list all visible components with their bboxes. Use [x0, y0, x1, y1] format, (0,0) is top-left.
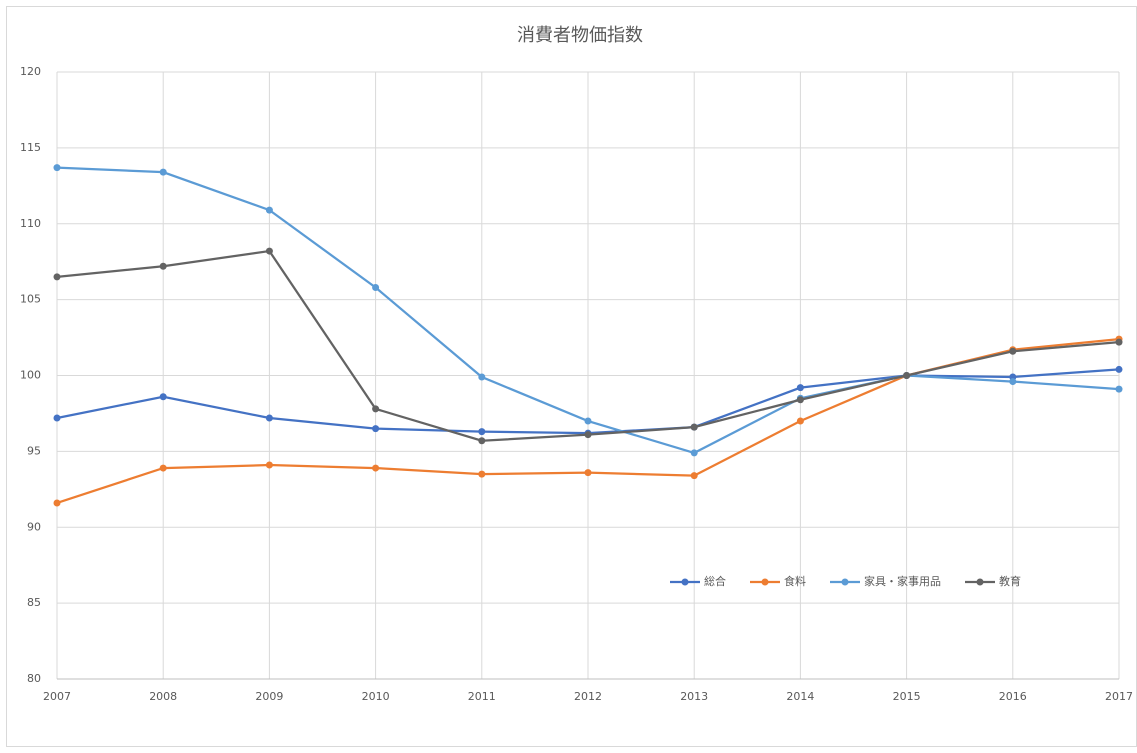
- data-point: [53, 499, 61, 507]
- data-point: [265, 461, 273, 469]
- data-point: [372, 283, 380, 291]
- legend-marker: [841, 578, 849, 586]
- data-point: [372, 405, 380, 413]
- y-tick-label: 105: [20, 293, 41, 306]
- x-tick-label: 2015: [893, 690, 921, 703]
- legend-label: 総合: [704, 574, 726, 588]
- x-tick-label: 2007: [43, 690, 71, 703]
- legend-marker: [681, 578, 689, 586]
- data-point: [265, 206, 273, 214]
- data-point: [1009, 347, 1017, 355]
- data-point: [796, 384, 804, 392]
- y-tick-label: 90: [27, 520, 41, 533]
- data-point: [53, 414, 61, 422]
- data-point: [372, 425, 380, 433]
- data-point: [53, 273, 61, 281]
- data-point: [1115, 385, 1123, 393]
- y-tick-label: 80: [27, 672, 41, 685]
- data-point: [478, 373, 486, 381]
- legend-label: 食料: [784, 574, 806, 588]
- x-tick-label: 2014: [786, 690, 814, 703]
- data-point: [690, 472, 698, 480]
- x-tick-label: 2012: [574, 690, 602, 703]
- data-point: [372, 464, 380, 472]
- x-tick-label: 2010: [362, 690, 390, 703]
- y-tick-label: 110: [20, 217, 41, 230]
- data-point: [478, 470, 486, 478]
- y-tick-label: 85: [27, 596, 41, 609]
- data-point: [159, 168, 167, 176]
- data-point: [690, 449, 698, 457]
- data-point: [1115, 338, 1123, 346]
- data-point: [478, 428, 486, 436]
- data-point: [796, 417, 804, 425]
- data-point: [584, 417, 592, 425]
- data-point: [584, 431, 592, 439]
- data-point: [690, 423, 698, 431]
- data-point: [903, 372, 911, 379]
- data-point: [796, 396, 804, 404]
- data-point: [159, 262, 167, 270]
- y-tick-label: 100: [20, 369, 41, 382]
- data-point: [265, 247, 273, 255]
- data-point: [265, 414, 273, 422]
- y-tick-label: 120: [20, 65, 41, 78]
- data-point: [584, 469, 592, 477]
- legend-marker: [976, 578, 984, 586]
- x-tick-label: 2016: [999, 690, 1027, 703]
- legend-marker: [761, 578, 769, 586]
- data-point: [159, 464, 167, 472]
- x-tick-label: 2013: [680, 690, 708, 703]
- legend-label: 教育: [999, 574, 1021, 588]
- y-tick-label: 95: [27, 444, 41, 457]
- x-tick-label: 2011: [468, 690, 496, 703]
- y-tick-label: 115: [20, 141, 41, 154]
- x-tick-label: 2009: [255, 690, 283, 703]
- data-point: [1009, 378, 1017, 386]
- data-point: [1115, 365, 1123, 373]
- data-point: [478, 437, 486, 445]
- chart-title: 消費者物価指数: [517, 25, 643, 46]
- x-tick-label: 2017: [1105, 690, 1133, 703]
- x-tick-label: 2008: [149, 690, 177, 703]
- data-point: [53, 164, 61, 172]
- data-point: [159, 393, 167, 401]
- legend-label: 家具・家事用品: [864, 574, 941, 588]
